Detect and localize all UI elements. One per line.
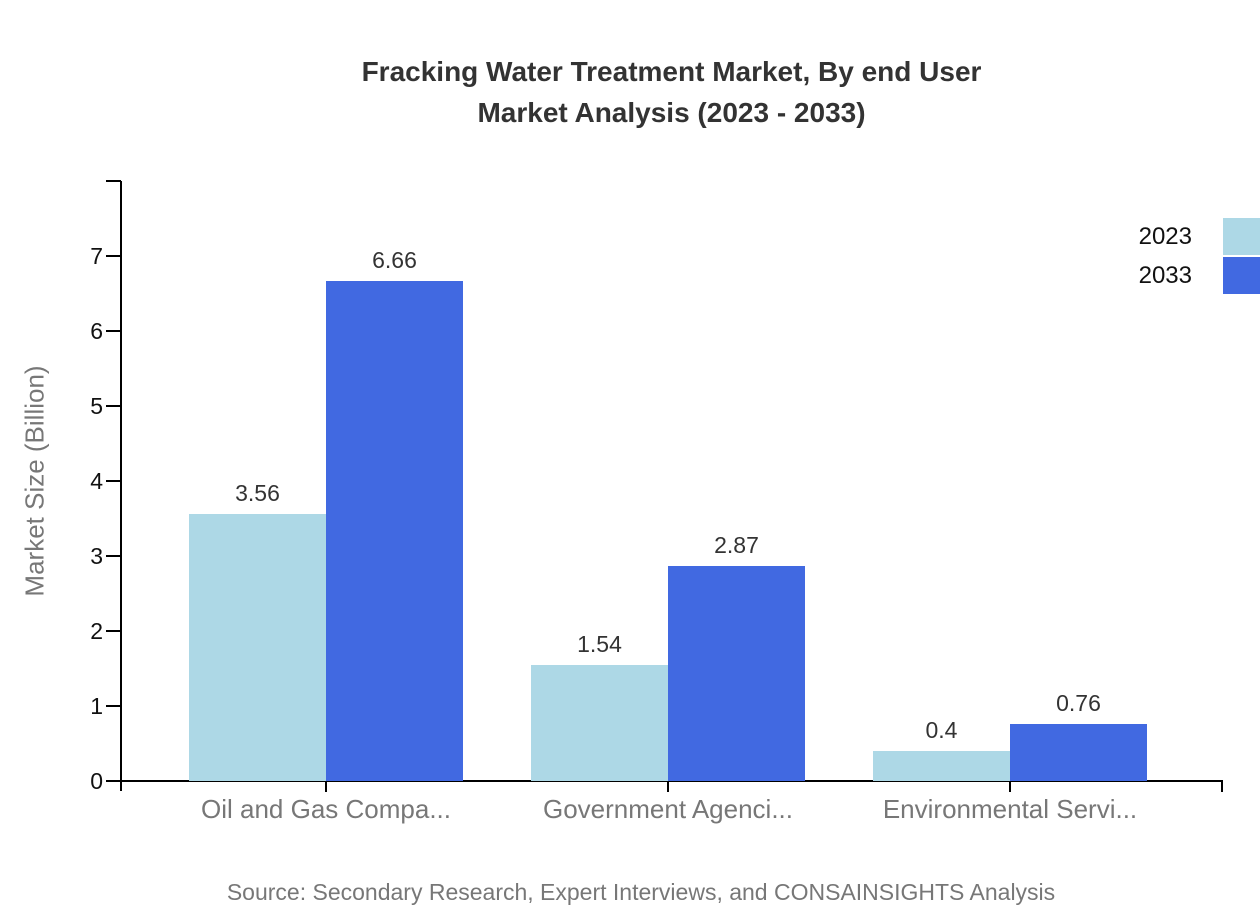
bar-2023-1: [531, 665, 668, 781]
y-tick-mark: [106, 330, 121, 332]
bar-value-label: 3.56: [235, 480, 280, 506]
legend-label: 2023: [1138, 222, 1192, 250]
bar-2033-0: [326, 281, 463, 781]
bar-value-label: 1.54: [577, 631, 622, 657]
bar-2033-1: [668, 566, 805, 781]
x-axis-line: [120, 780, 1223, 782]
y-tick-mark: [106, 630, 121, 632]
legend-swatch-2023: [1223, 218, 1260, 255]
bar-value-label: 0.76: [1056, 690, 1101, 716]
bar-value-label: 2.87: [714, 532, 759, 558]
x-category-label: Oil and Gas Compa...: [201, 794, 451, 824]
bar-value-label: 6.66: [372, 247, 417, 273]
y-axis-top-cap: [106, 180, 121, 182]
bar-value-label: 0.4: [925, 717, 958, 743]
x-category-label: Environmental Servi...: [882, 794, 1138, 824]
chart-title-block: Fracking Water Treatment Market, By end …: [121, 51, 1222, 133]
x-tick-mark: [1009, 781, 1011, 792]
y-tick-mark: [106, 705, 121, 707]
x-axis-end-cap: [1221, 781, 1223, 792]
chart-subtitle: Market Analysis (2023 - 2033): [477, 97, 866, 128]
y-tick-mark: [106, 480, 121, 482]
chart-title: Fracking Water Treatment Market, By end …: [361, 56, 982, 87]
legend-swatch-2033: [1223, 257, 1260, 294]
y-tick-label: 4: [90, 468, 103, 494]
y-tick-label: 3: [90, 543, 103, 569]
y-axis-title: Market Size (Billion): [19, 365, 50, 597]
y-tick-label: 6: [90, 318, 103, 344]
bar-2023-2: [873, 751, 1010, 781]
source-note: Source: Secondary Research, Expert Inter…: [226, 879, 1056, 905]
y-tick-mark: [106, 405, 121, 407]
y-tick-label: 1: [90, 693, 103, 719]
legend-item-2033: 2033: [1139, 257, 1260, 294]
bar-2033-2: [1010, 724, 1147, 781]
y-tick-label: 2: [90, 618, 103, 644]
y-tick-mark: [106, 780, 121, 782]
y-tick-label: 0: [90, 768, 103, 794]
x-tick-mark: [325, 781, 327, 792]
legend-item-2023: 2023: [1139, 218, 1260, 255]
y-tick-label: 7: [90, 243, 103, 269]
bar-2023-0: [189, 514, 326, 781]
y-tick-label: 5: [90, 393, 103, 419]
legend: 2023 2033: [1139, 218, 1260, 296]
x-tick-mark: [667, 781, 669, 792]
legend-label: 2033: [1138, 261, 1192, 289]
y-tick-mark: [106, 555, 121, 557]
y-axis-line: [120, 181, 122, 791]
y-tick-mark: [106, 255, 121, 257]
x-category-label: Government Agenci...: [542, 794, 794, 824]
